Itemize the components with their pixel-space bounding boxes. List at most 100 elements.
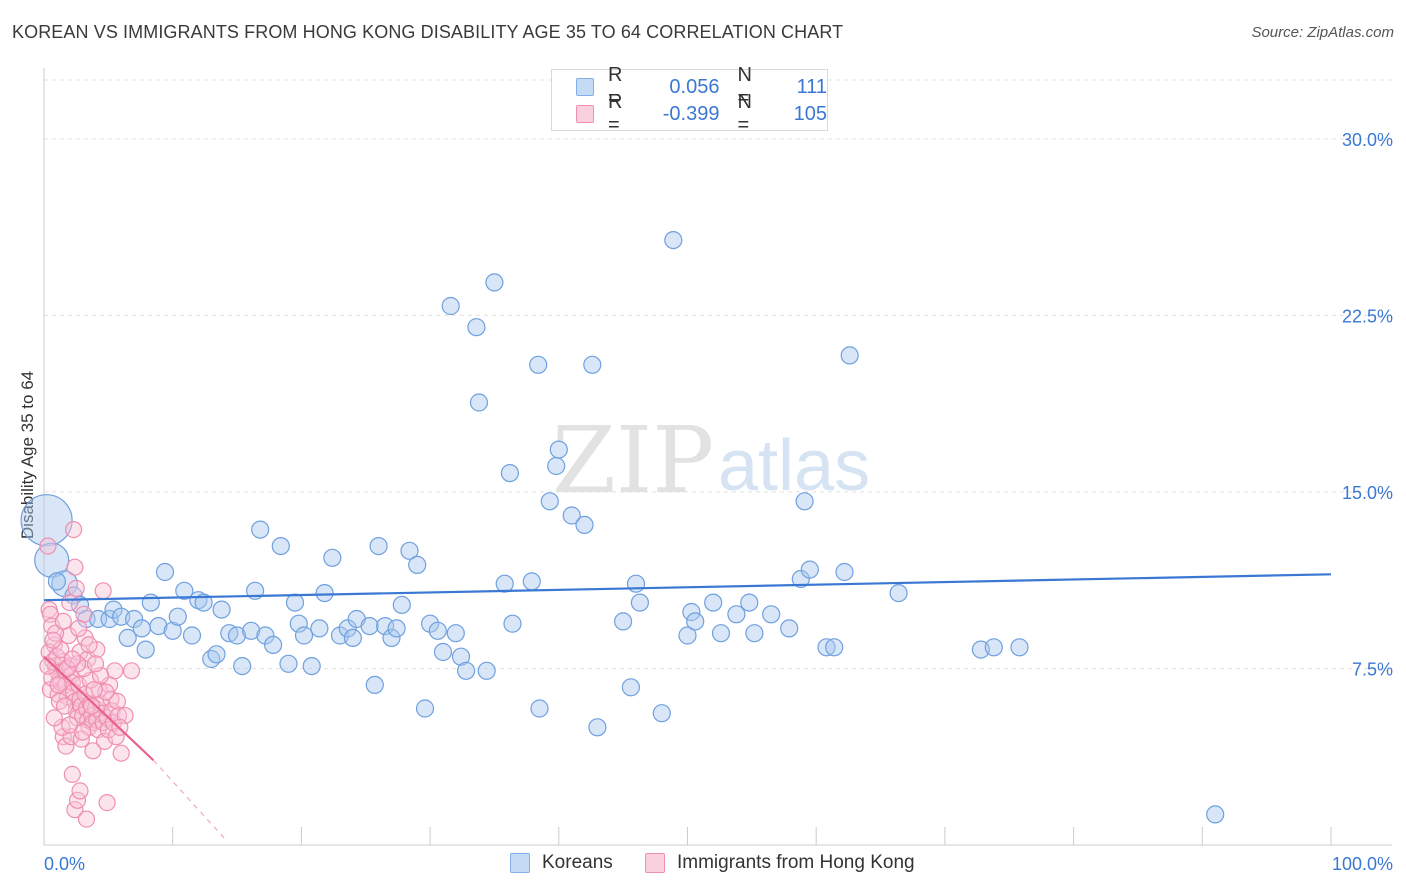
point-hong-kong — [39, 537, 57, 555]
axes — [43, 68, 1392, 846]
point-koreans — [168, 607, 187, 626]
point-koreans — [500, 464, 519, 483]
point-koreans — [207, 645, 226, 664]
point-koreans — [477, 661, 496, 680]
point-koreans — [421, 614, 440, 633]
trend-line-hong-kong-extrapolated — [152, 759, 225, 839]
point-hong-kong — [57, 737, 75, 755]
point-koreans — [664, 231, 683, 250]
point-koreans — [233, 656, 252, 676]
legend-n-label: N = — [737, 64, 752, 109]
legend-r-value: -0.399 — [662, 102, 720, 125]
point-hong-kong — [45, 709, 63, 727]
point-koreans — [408, 555, 427, 575]
point-koreans — [242, 621, 261, 640]
point-koreans — [441, 296, 460, 316]
point-koreans — [795, 492, 814, 511]
point-koreans — [1010, 638, 1029, 657]
legend-swatch-hong-kong — [645, 853, 665, 873]
point-koreans — [387, 619, 406, 638]
point-hong-kong — [73, 723, 92, 741]
legend-row-hong-kong: R = -0.399 N = 105 — [552, 91, 827, 136]
point-hong-kong — [77, 810, 96, 828]
stats-legend: R = 0.056 N = 111 R = -0.399 N = 105 — [551, 64, 828, 136]
point-hong-kong — [68, 655, 87, 673]
point-koreans — [132, 619, 151, 638]
point-hong-kong — [107, 728, 125, 746]
point-hong-kong — [80, 636, 98, 654]
point-koreans — [212, 600, 231, 619]
point-koreans — [800, 560, 819, 579]
point-hong-kong — [63, 765, 81, 784]
point-koreans — [780, 619, 799, 638]
point-koreans — [392, 595, 411, 615]
point-koreans — [817, 638, 836, 657]
legend-swatch-koreans — [510, 853, 530, 873]
point-hong-kong — [55, 697, 74, 715]
point-koreans — [289, 614, 308, 633]
point-koreans — [34, 542, 70, 578]
point-koreans — [621, 678, 641, 697]
legend-row-koreans: R = 0.056 N = 111 — [552, 64, 827, 109]
bottom-legend-hong-kong[interactable]: Immigrants from Hong Kong — [645, 852, 915, 874]
x-tick-label-max: 100.0% — [1332, 854, 1393, 874]
point-hong-kong — [39, 657, 57, 675]
trend-line-hong-kong — [43, 655, 155, 762]
point-koreans — [227, 626, 247, 645]
point-koreans — [104, 600, 123, 619]
point-koreans — [315, 583, 334, 603]
point-koreans — [271, 536, 290, 556]
data-points — [20, 231, 1225, 828]
point-koreans — [575, 515, 594, 535]
point-koreans — [762, 605, 781, 624]
point-koreans — [745, 624, 764, 643]
x-tick-label-min: 0.0% — [44, 854, 85, 874]
point-koreans — [457, 661, 476, 680]
point-koreans — [503, 614, 522, 633]
legend-swatch-koreans — [576, 78, 594, 96]
point-koreans — [547, 456, 566, 476]
series-koreans — [20, 231, 1225, 824]
point-koreans — [889, 583, 908, 603]
point-koreans — [343, 628, 362, 648]
point-koreans — [1206, 805, 1225, 824]
point-koreans — [302, 656, 321, 676]
point-koreans — [678, 626, 697, 645]
legend-label-hong-kong: Immigrants from Hong Kong — [677, 852, 915, 873]
point-hong-kong — [106, 662, 124, 680]
point-koreans — [400, 541, 419, 560]
point-hong-kong — [70, 619, 88, 638]
point-koreans — [310, 619, 329, 638]
watermark: ZIP atlas — [552, 407, 870, 514]
point-koreans — [583, 355, 602, 374]
tick-labels: 7.5% 15.0% 22.5% 30.0% 0.0% 100.0% — [44, 130, 1393, 874]
point-koreans — [686, 612, 705, 631]
point-hong-kong — [61, 593, 79, 612]
point-hong-kong — [122, 662, 141, 680]
point-hong-kong — [67, 579, 85, 598]
point-koreans — [428, 621, 447, 640]
point-koreans — [149, 616, 168, 636]
point-hong-kong — [71, 782, 89, 800]
point-koreans — [376, 616, 395, 636]
point-koreans — [136, 640, 155, 659]
point-koreans — [279, 654, 298, 673]
point-koreans — [835, 562, 854, 582]
point-hong-kong — [58, 659, 76, 678]
point-koreans — [294, 626, 314, 645]
point-koreans — [522, 572, 541, 591]
chart-title: KOREAN VS IMMIGRANTS FROM HONG KONG DISA… — [12, 22, 844, 42]
point-hong-kong — [112, 744, 130, 762]
watermark-atlas: atlas — [718, 426, 870, 506]
grid-lines — [44, 79, 1392, 669]
point-koreans — [256, 626, 275, 645]
bottom-legend-koreans[interactable]: Koreans — [510, 852, 613, 874]
point-koreans — [984, 638, 1003, 657]
point-koreans — [323, 548, 342, 567]
point-koreans — [175, 581, 194, 600]
point-hong-kong — [94, 582, 112, 600]
point-koreans — [711, 624, 731, 643]
point-koreans — [264, 635, 283, 655]
legend-r-value: 0.056 — [669, 75, 720, 98]
point-koreans — [20, 494, 73, 547]
